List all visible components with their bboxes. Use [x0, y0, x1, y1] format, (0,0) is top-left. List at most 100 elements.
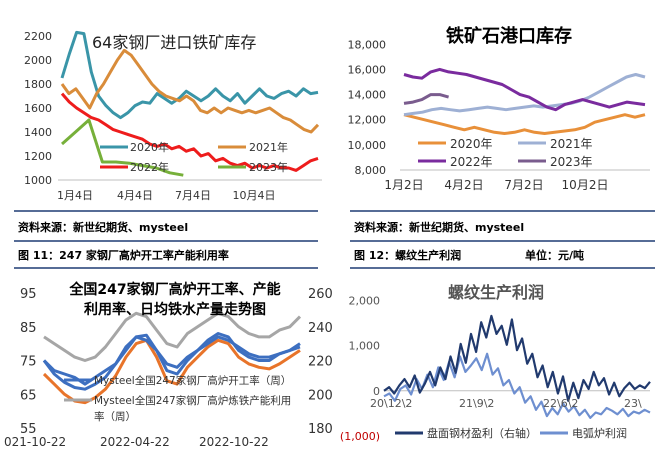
x-tick-label: 7月4日	[175, 189, 211, 202]
chart3-series	[42, 311, 302, 405]
chart-64-mills-ore-inventory: 64家钢厂进口铁矿库存 1000 1200 1400 1600 1800 2000 2200…	[24, 30, 322, 202]
y-tick-label: 16,000	[348, 63, 387, 76]
chart4-series	[383, 314, 651, 419]
x-tick-label: 1月4日	[57, 189, 93, 202]
y-tick-label: 1400	[24, 126, 52, 139]
legend-2022-label: 2022年	[130, 160, 169, 174]
source-note-right: 资料来源：新世纪期货、mysteel	[354, 220, 524, 234]
legend-bf-open-label: Mysteel全国247家钢厂高炉开工率（周）	[94, 374, 291, 387]
y-tick-label: 2,000	[349, 295, 381, 308]
figure-12-caption: 图 12：螺纹生产利润	[354, 248, 461, 262]
y-tick-label: 1200	[24, 150, 52, 163]
chart1-x-axis: 1月4日 4月4日 7月4日 10月4日	[57, 189, 276, 202]
x-tick-label: 22\6\2	[543, 397, 578, 410]
x-tick-label: 10月2日	[562, 178, 609, 192]
chart3-title-line1: 全国247家钢厂高炉开工率、产能	[68, 281, 280, 298]
y-tick-label: 1000	[24, 174, 52, 187]
series-line-2022年	[60, 92, 319, 172]
legend-futures-profit-label: 盘面钢材盈利（右轴）	[427, 426, 537, 440]
legend-bf-capacity-label-wrap: 率（周）	[94, 410, 136, 423]
x-tick-label: 021-10-22	[4, 435, 66, 449]
legend-port-2021-label: 2021年	[550, 137, 593, 151]
chart2-y-axis: 8,000 10,000 12,000 14,000 16,000 18,000	[348, 38, 387, 177]
chart4-x-axis: 20\12\2 21\9\2 22\6\2 23\	[370, 397, 642, 410]
x-tick-label: 2022-04-22	[100, 435, 170, 449]
y-tick-label: 14,000	[348, 89, 387, 102]
chart1-y-axis: 1000 1200 1400 1600 1800 2000 2200	[24, 30, 52, 187]
x-tick-label: 2022-10-22	[199, 435, 269, 449]
y-tick-label: 2200	[24, 30, 52, 43]
x-tick-label: 1月2日	[384, 178, 423, 192]
series-line-2020年	[60, 30, 319, 120]
chart1-legend: 2020年 2021年 2022年 2023年	[100, 140, 288, 174]
legend-port-2022-label: 2022年	[450, 155, 493, 169]
x-tick-label: 23\	[624, 397, 642, 410]
y-tick-label: 2000	[24, 54, 52, 67]
series-line-3	[42, 332, 301, 391]
x-tick-label: 7月2日	[504, 178, 543, 192]
series-line-2	[42, 338, 301, 405]
legend-bf-capacity-label: Mysteel全国247家钢厂高炉炼铁产能利用	[94, 394, 291, 407]
chart3-legend: Mysteel全国247家钢厂高炉开工率（周） Mysteel全国247家钢厂高…	[64, 374, 291, 423]
series-line-1	[43, 311, 302, 362]
y-tick-label: 8,000	[355, 164, 387, 177]
y-tick-label: 75	[20, 355, 37, 370]
chart-iron-ore-port-inventory: 铁矿石港口库存 8,000 10,000 12,000 14,000 16,000 18,…	[348, 25, 650, 192]
chart3-x-axis: 021-10-22 2022-04-22 2022-10-22	[4, 435, 269, 449]
chart2-legend: 2020年 2021年 2022年 2023年	[418, 137, 593, 169]
y-tick-label: 55	[20, 422, 37, 437]
y-right-tick-label: 180	[308, 422, 333, 437]
y-tick-label: 1,000	[349, 340, 381, 353]
chart3-y-axis-left: 55 65 75 85 95	[20, 287, 37, 437]
legend-eaf-profit-label: 电弧炉利润	[572, 426, 627, 440]
legend-2020-label: 2020年	[130, 140, 169, 154]
chart4-y-axis: (1,000) 0 1,000 2,000	[340, 295, 380, 444]
chart1-series	[60, 30, 320, 177]
chart4-legend: 盘面钢材盈利（右轴） 电弧炉利润	[395, 426, 627, 440]
series-line-2023年	[403, 93, 450, 105]
chart3-y-axis-right: 180 200 220 240 260	[308, 287, 333, 437]
y-right-tick-label: 200	[308, 388, 333, 403]
y-right-tick-label: 240	[308, 321, 333, 336]
chart4-title: 螺纹生产利润	[448, 283, 544, 302]
y-tick-label: 18,000	[348, 38, 387, 51]
y-tick-label: 0	[373, 385, 380, 398]
y-tick-label: 95	[20, 287, 37, 302]
source-note-left: 资料来源：新世纪期货、mysteel	[18, 220, 188, 234]
y-tick-label: 1800	[24, 78, 52, 91]
series-line-2020年	[403, 113, 646, 135]
caption-band: 资料来源：新世纪期货、mysteel 资料来源：新世纪期货、mysteel 图 …	[14, 210, 655, 269]
x-tick-label: 20\12\2	[370, 397, 412, 410]
chart1-title: 64家钢厂进口铁矿库存	[92, 33, 256, 52]
chart2-series	[403, 67, 646, 135]
legend-port-2020-label: 2020年	[450, 137, 493, 151]
chart3-title-line2: 利用率、日均铁水产量走势图	[84, 301, 266, 318]
series-line-2023年	[61, 118, 184, 177]
y-tick-label: 12,000	[348, 114, 387, 127]
chart2-title: 铁矿石港口库存	[446, 25, 572, 47]
y-tick-label: 10,000	[348, 139, 387, 152]
legend-2021-label: 2021年	[249, 140, 288, 154]
x-tick-label: 4月2日	[444, 178, 483, 192]
y-tick-label: 85	[20, 321, 37, 336]
y-right-tick-label: 260	[308, 287, 333, 302]
chart2-x-axis: 1月2日 4月2日 7月2日 10月2日	[384, 178, 608, 192]
figure-12-unit: 单位：元/吨	[525, 248, 584, 262]
chart-blast-furnace-utilization: 55 65 75 85 95 180 200 220 240 260 021-10-22 2022…	[4, 281, 333, 449]
y-tick-label: (1,000)	[340, 430, 380, 443]
figure-11-caption: 图 11：247 家钢厂高炉开工率产能利用率	[18, 248, 229, 262]
series-line-2022年	[403, 67, 646, 112]
y-right-tick-label: 220	[308, 355, 333, 370]
series-line-0	[42, 335, 301, 386]
legend-port-2023-label: 2023年	[550, 155, 593, 169]
y-tick-label: 65	[20, 388, 37, 403]
series-line-futures-profit	[383, 314, 651, 402]
x-tick-label: 21\9\2	[459, 397, 494, 410]
series-line-2021年	[60, 48, 320, 134]
series-line-2021年	[403, 73, 646, 117]
x-tick-label: 10月4日	[233, 189, 276, 202]
y-tick-label: 1600	[24, 102, 52, 115]
x-tick-label: 4月4日	[117, 189, 153, 202]
